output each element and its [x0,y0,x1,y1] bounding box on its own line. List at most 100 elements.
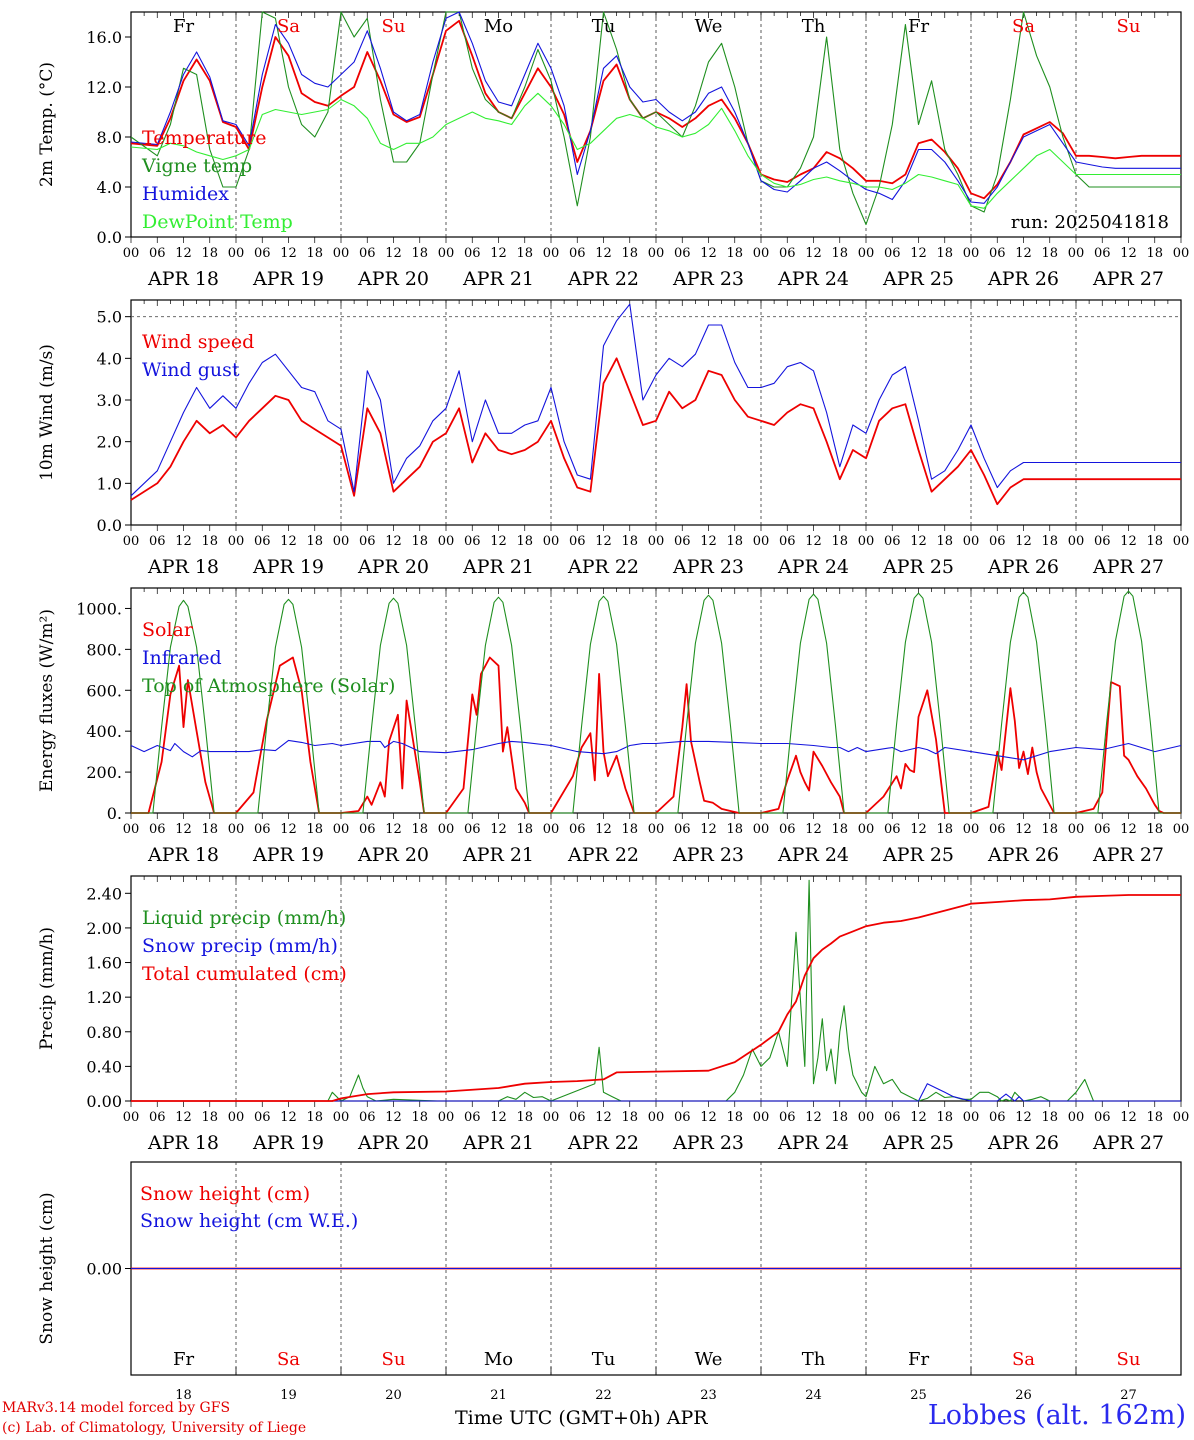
legend-entry: Snow height (cm) [140,1183,310,1205]
hour-tick-label: 06 [1094,1110,1111,1125]
y-tick-label: 400. [86,722,122,741]
date-label: APR 25 [882,844,954,866]
hour-tick-label: 00 [1068,1110,1085,1125]
date-label: APR 27 [1092,268,1164,290]
y-tick-label: 600. [86,681,122,700]
hour-tick-label: 12 [805,534,822,549]
hour-tick-label: 12 [490,246,507,261]
y-tick-label: 8.0 [97,128,122,147]
y-tick-label: 12.0 [86,78,122,97]
panel-frame [130,299,1182,526]
hour-tick-label: 12 [385,534,402,549]
y-tick-label: 0.0 [97,228,122,247]
y-tick-label: 2.0 [97,433,122,452]
weekday-label: Su [382,1349,406,1370]
hour-tick-label: 00 [333,534,350,549]
hour-tick-label: 06 [359,1110,376,1125]
hour-tick-label: 00 [123,246,140,261]
date-label: APR 23 [672,268,744,290]
hour-tick-label: 12 [385,1110,402,1125]
y-axis-label: 10m Wind (m/s) [37,344,57,481]
hour-tick-label: 18 [726,822,743,837]
date-label: APR 22 [567,844,639,866]
hour-tick-label: 06 [569,534,586,549]
date-label: APR 20 [357,556,429,578]
hour-tick-label: 06 [359,822,376,837]
day-number-label: 23 [700,1388,717,1403]
hour-tick-label: 06 [884,246,901,261]
date-label: APR 25 [882,1132,954,1154]
hour-tick-label: 06 [779,822,796,837]
date-label: APR 27 [1092,1132,1164,1154]
hour-tick-label: 18 [621,1110,638,1125]
date-label: APR 24 [777,1132,849,1154]
hour-tick-label: 06 [464,1110,481,1125]
hour-tick-label: 00 [858,246,875,261]
y-tick-label: 0.00 [86,1260,122,1279]
hour-tick-label: 18 [306,1110,323,1125]
hour-tick-label: 00 [753,1110,770,1125]
weekday-label: Fr [173,16,194,37]
hour-tick-label: 12 [700,1110,717,1125]
date-label: APR 20 [357,1132,429,1154]
y-axis-label: 2m Temp. (°C) [37,62,57,187]
weekday-label: Su [1117,16,1141,37]
day-number-label: 20 [385,1388,402,1403]
date-label: APR 20 [357,268,429,290]
legend-entry: Top of Atmosphere (Solar) [142,675,395,697]
station-name: Lobbes (alt. 162m) [927,1400,1186,1431]
weekday-label: Sa [277,1349,300,1370]
legend-entry: DewPoint Temp [142,211,293,233]
day-number-label: 18 [175,1388,192,1403]
date-label: APR 22 [567,268,639,290]
y-tick-label: 0.00 [86,1092,122,1111]
hour-tick-label: 18 [831,822,848,837]
hour-tick-label: 18 [1041,534,1058,549]
hour-tick-label: 00 [858,822,875,837]
hour-tick-label: 12 [1015,1110,1032,1125]
date-label: APR 21 [462,1132,534,1154]
hour-tick-label: 18 [201,534,218,549]
hour-tick-label: 00 [123,822,140,837]
day-number-label: 26 [1015,1388,1032,1403]
hour-tick-label: 12 [385,246,402,261]
hour-tick-label: 18 [516,534,533,549]
hour-tick-label: 00 [648,246,665,261]
date-label: APR 23 [672,844,744,866]
series-line-2 [131,894,1181,1102]
legend-entry: Wind gust [142,359,240,381]
date-label: APR 26 [987,844,1059,866]
y-axis-label: Snow height (cm) [37,1192,57,1344]
hour-tick-label: 18 [516,246,533,261]
hour-tick-label: 00 [753,246,770,261]
model-credit: MARv3.14 model forced by GFS [2,1400,231,1416]
date-label: APR 23 [672,1132,744,1154]
hour-tick-label: 18 [621,822,638,837]
y-axis-label: Energy fluxes (W/m²) [37,609,57,792]
y-tick-label: 1.0 [97,474,122,493]
hour-tick-label: 00 [543,1110,560,1125]
weekday-label: Th [802,1349,826,1370]
hour-tick-label: 06 [464,822,481,837]
legend-entry: Solar [142,619,194,641]
hour-tick-label: 18 [411,822,428,837]
weekday-label: Fr [908,16,929,37]
hour-tick-label: 00 [648,534,665,549]
date-label: APR 18 [147,844,219,866]
series-line-1 [131,1083,1181,1102]
hour-tick-label: 18 [1146,246,1163,261]
weekday-label: Mo [484,16,513,37]
hour-tick-label: 06 [569,246,586,261]
y-axis-label: Precip (mm/h) [37,927,57,1050]
y-tick-label: 2.40 [86,884,122,903]
date-label: APR 18 [147,556,219,578]
y-tick-label: 4.0 [97,349,122,368]
hour-tick-label: 00 [438,822,455,837]
hour-tick-label: 06 [884,822,901,837]
hour-tick-label: 00 [228,1110,245,1125]
date-label: APR 19 [252,1132,324,1154]
hour-tick-label: 06 [1094,534,1111,549]
hour-tick-label: 18 [936,822,953,837]
hour-tick-label: 00 [438,1110,455,1125]
hour-tick-label: 00 [963,822,980,837]
